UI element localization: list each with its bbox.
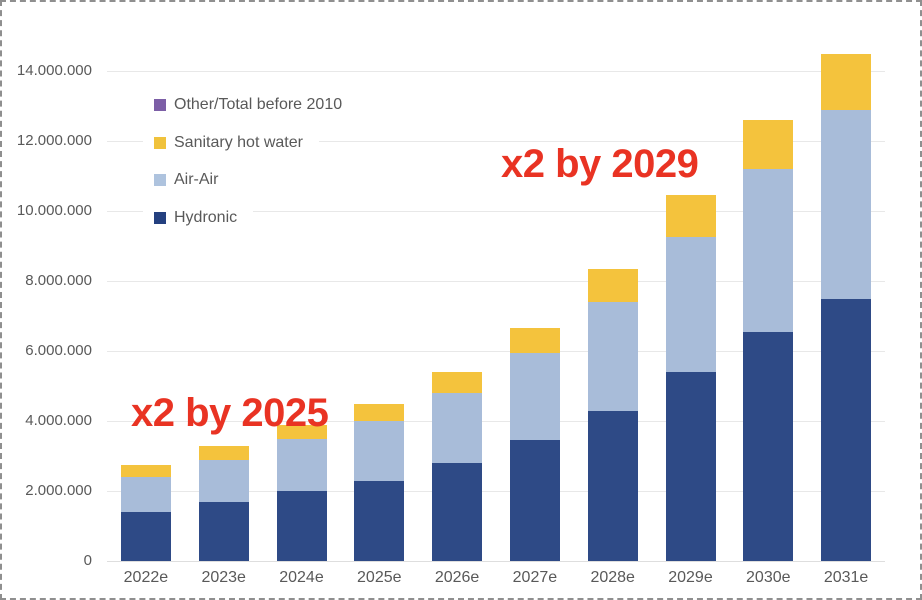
- legend-label: Other/Total before 2010: [174, 96, 343, 113]
- bar-segment-hydronic: [743, 331, 794, 561]
- bar-segment-hydronic: [354, 480, 405, 561]
- bar-segment-sanitary-hot-water: [821, 53, 872, 110]
- x-axis-baseline: [107, 561, 885, 562]
- bar-segment-hydronic: [821, 298, 872, 561]
- gridline: [107, 421, 885, 422]
- bar-segment-hydronic: [198, 501, 249, 561]
- annotation-text: x2 by 2029: [501, 142, 699, 186]
- bar-segment-hydronic: [587, 410, 638, 561]
- bar-segment-hydronic: [665, 372, 716, 561]
- bar-segment-air-air: [821, 109, 872, 299]
- bar-segment-sanitary-hot-water: [354, 403, 405, 421]
- legend-swatch-icon: [154, 211, 166, 224]
- bar-segment-sanitary-hot-water: [509, 328, 560, 353]
- y-tick-label: 8.000.000: [25, 272, 92, 289]
- bar-segment-air-air: [198, 459, 249, 502]
- x-axis-label: 2022e: [123, 569, 169, 586]
- legend-item: Other/Total before 2010: [143, 89, 359, 121]
- bar-segment-air-air: [432, 393, 483, 463]
- legend-label: Sanitary hot water: [174, 133, 303, 151]
- y-tick-label: 2.000.000: [25, 482, 92, 499]
- legend-item: Hydronic: [143, 201, 254, 234]
- y-tick-label: 0: [83, 552, 92, 569]
- x-axis-label: 2025e: [357, 569, 402, 586]
- y-tick-label: 12.000.000: [16, 132, 92, 149]
- x-axis-label: 2024e: [279, 569, 324, 586]
- bar-segment-air-air: [509, 352, 560, 441]
- legend-swatch-icon: [154, 99, 166, 111]
- bar-segment-sanitary-hot-water: [276, 424, 327, 439]
- bar-segment-air-air: [354, 421, 405, 481]
- x-axis-label: 2023e: [201, 569, 246, 586]
- bar-segment-air-air: [665, 237, 716, 372]
- y-tick-label: 10.000.000: [16, 202, 92, 219]
- y-tick-label: 14.000.000: [16, 62, 92, 79]
- y-tick-label: 6.000.000: [25, 342, 92, 359]
- bar-segment-hydronic: [120, 512, 171, 561]
- x-axis-label: 2028e: [590, 569, 635, 586]
- bar-segment-sanitary-hot-water: [665, 195, 716, 238]
- legend-item: Sanitary hot water: [143, 126, 319, 159]
- gridline: [107, 351, 885, 352]
- bar-segment-air-air: [743, 169, 794, 332]
- x-axis-label: 2029e: [668, 569, 713, 586]
- bar-segment-sanitary-hot-water: [120, 464, 171, 477]
- x-axis-label: 2026e: [434, 569, 480, 586]
- gridline: [107, 491, 885, 492]
- bar-segment-hydronic: [432, 463, 483, 561]
- legend-swatch-icon: [154, 174, 166, 187]
- gridline: [107, 141, 885, 142]
- bar-segment-air-air: [276, 438, 327, 491]
- bar-segment-sanitary-hot-water: [743, 120, 794, 169]
- bar-segment-air-air: [587, 302, 638, 411]
- annotation-text: x2 by 2025: [131, 391, 329, 435]
- legend-item: Air-Air: [143, 164, 235, 197]
- bar-segment-hydronic: [509, 440, 560, 561]
- x-axis-label: 2027e: [512, 569, 558, 586]
- bar-segment-sanitary-hot-water: [587, 268, 638, 302]
- legend-label: Air-Air: [174, 171, 219, 189]
- gridline: [107, 281, 885, 282]
- legend-swatch-icon: [154, 136, 166, 149]
- x-axis-label: 2031e: [823, 569, 869, 586]
- legend-label: Hydronic: [174, 208, 238, 226]
- bar-segment-sanitary-hot-water: [198, 445, 249, 460]
- bar-segment-hydronic: [276, 491, 327, 561]
- bar-segment-sanitary-hot-water: [432, 372, 483, 393]
- gridline: [107, 71, 885, 72]
- y-tick-label: 4.000.000: [25, 412, 92, 429]
- bar-segment-air-air: [120, 477, 171, 512]
- gridline: [107, 211, 885, 212]
- x-axis-label: 2030e: [746, 569, 791, 586]
